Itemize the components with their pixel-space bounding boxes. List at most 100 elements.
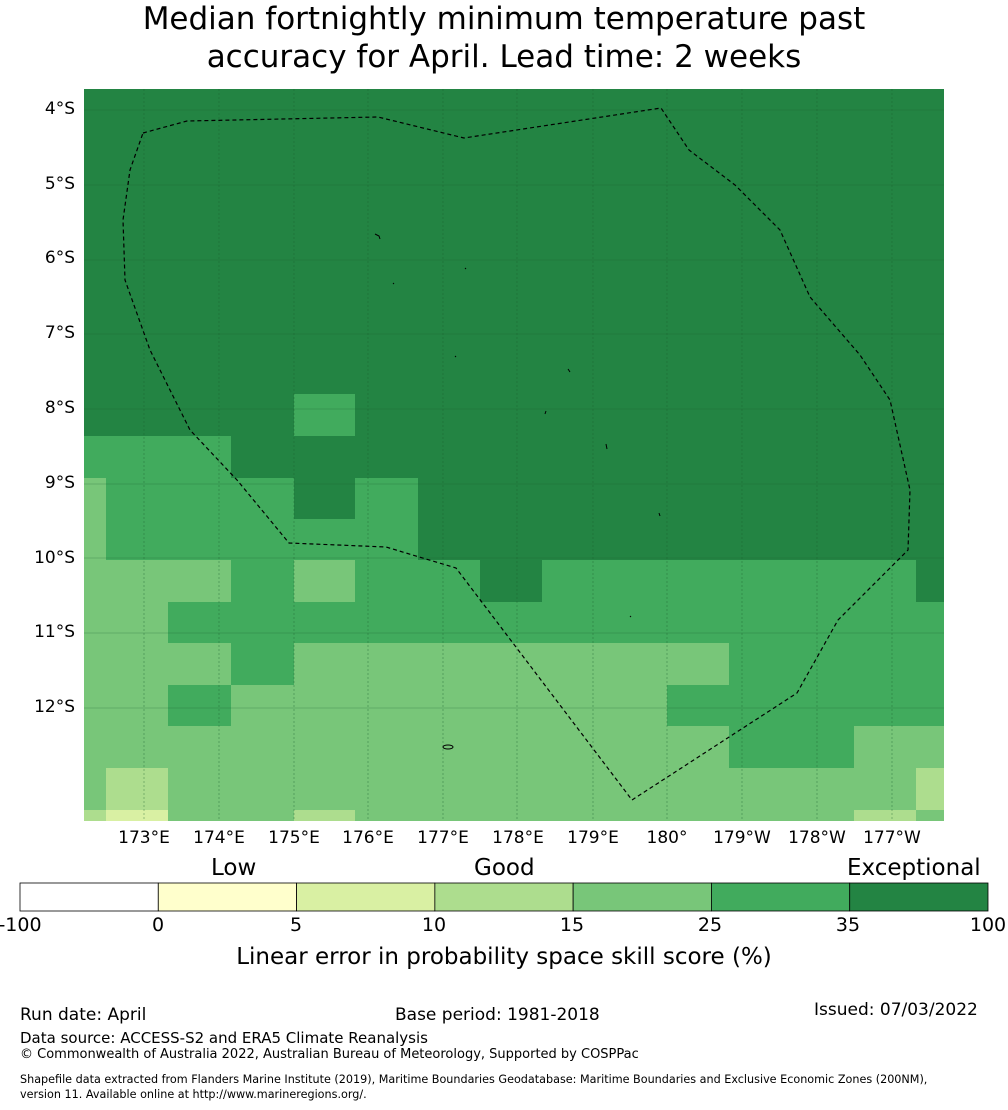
grid-cell [667, 685, 944, 726]
copyright: © Commonwealth of Australia 2022, Austra… [20, 1047, 639, 1062]
title-line-2: accuracy for April. Lead time: 2 weeks [206, 39, 802, 75]
data-source: Data source: ACCESS-S2 and ERA5 Climate … [20, 1029, 428, 1047]
grid-cell [84, 643, 231, 685]
lon-label: 173°E [118, 828, 170, 848]
legend-category-good: Good [474, 855, 535, 881]
colorbar-segment [849, 882, 989, 912]
grid-cell [729, 643, 944, 685]
island [374, 233, 381, 240]
grid-cell [294, 560, 355, 602]
colorbar-tick: 15 [559, 914, 585, 936]
grid-cell [854, 810, 916, 821]
grid-cell [84, 685, 168, 726]
grid-cell [168, 685, 231, 726]
grid-cell [232, 478, 294, 560]
grid-cell [84, 560, 231, 602]
grid-cell [84, 726, 729, 768]
colorbar-segment [711, 882, 851, 912]
grid-cell [916, 768, 944, 810]
colorbar [19, 882, 989, 912]
lat-label: 7°S [44, 323, 75, 343]
lon-label: 177°W [863, 828, 921, 848]
grid-cell [106, 810, 168, 821]
lon-label: 179°E [567, 828, 619, 848]
grid-cell [916, 810, 944, 821]
shapefile-credit-1: Shapefile data extracted from Flanders M… [20, 1073, 928, 1086]
grid-cell [84, 768, 106, 810]
grid-cell [294, 394, 355, 436]
grid-cell [168, 602, 944, 644]
grid-cell [84, 478, 106, 560]
skill-grid [84, 89, 944, 821]
lat-label: 8°S [44, 398, 75, 418]
legend-category-low: Low [211, 855, 257, 881]
lat-label: 10°S [34, 548, 75, 568]
grid-cell [231, 685, 667, 726]
lon-label: 179°W [713, 828, 771, 848]
colorbar-segment [157, 882, 297, 912]
grid-cell [106, 768, 168, 810]
colorbar-segment [572, 882, 712, 912]
grid-cell [916, 560, 944, 602]
island [464, 267, 467, 270]
colorbar-segment [19, 882, 159, 912]
colorbar-segment [296, 882, 436, 912]
island [442, 744, 454, 750]
grid-cell [231, 643, 294, 685]
colorbar-tick: 5 [289, 914, 303, 936]
grid-cell [854, 726, 944, 768]
grid-cell [106, 478, 232, 560]
base-period: Base period: 1981-2018 [395, 1005, 600, 1025]
grid-cell [729, 726, 854, 768]
grid-cell [168, 768, 916, 810]
lon-label: 180° [646, 828, 688, 848]
colorbar-caption: Linear error in probability space skill … [236, 944, 772, 970]
colorbar-tick: 35 [835, 914, 861, 936]
grid-cell [84, 602, 168, 644]
lon-label: 174°E [193, 828, 245, 848]
grid-cell [294, 643, 729, 685]
colorbar-tick: 100 [969, 914, 1007, 936]
graticule [84, 89, 944, 821]
eez-boundary [122, 107, 911, 801]
grid-cell [542, 560, 916, 602]
issued-date: Issued: 07/03/2022 [814, 1000, 978, 1020]
island [605, 443, 608, 450]
lat-label: 4°S [44, 99, 75, 119]
lat-label: 9°S [44, 473, 75, 493]
colorbar-tick: 25 [697, 914, 723, 936]
colorbar-tick: 10 [421, 914, 447, 936]
island [567, 368, 571, 373]
colorbar-tick: -100 [0, 914, 42, 936]
lon-label: 176°E [342, 828, 394, 848]
lon-label: 178°W [788, 828, 846, 848]
grid-cell [84, 436, 231, 478]
lon-label: 178°E [492, 828, 544, 848]
run-date: Run date: April [20, 1005, 147, 1025]
grid-cell [231, 560, 294, 602]
grid-cell [168, 810, 294, 821]
lon-label: 175°E [268, 828, 320, 848]
island [629, 615, 632, 618]
grid-cell [480, 560, 542, 602]
lat-label: 6°S [44, 248, 75, 268]
grid-cell [84, 810, 106, 821]
islands [374, 233, 661, 750]
island [544, 410, 547, 415]
shapefile-credit-2: version 11. Available online at http://w… [20, 1088, 367, 1101]
grid-cell [294, 810, 355, 821]
title-line-1: Median fortnightly minimum temperature p… [142, 1, 866, 37]
lon-label: 177°E [417, 828, 469, 848]
colorbar-tick: 0 [151, 914, 165, 936]
grid-cell [294, 519, 355, 560]
grid-cell [355, 560, 480, 602]
island [454, 355, 457, 358]
lat-label: 12°S [34, 697, 75, 717]
lat-label: 11°S [34, 622, 75, 642]
colorbar-segment [434, 882, 574, 912]
lat-label: 5°S [44, 174, 75, 194]
island [658, 512, 661, 517]
grid-cell [355, 810, 854, 821]
island [392, 282, 395, 285]
